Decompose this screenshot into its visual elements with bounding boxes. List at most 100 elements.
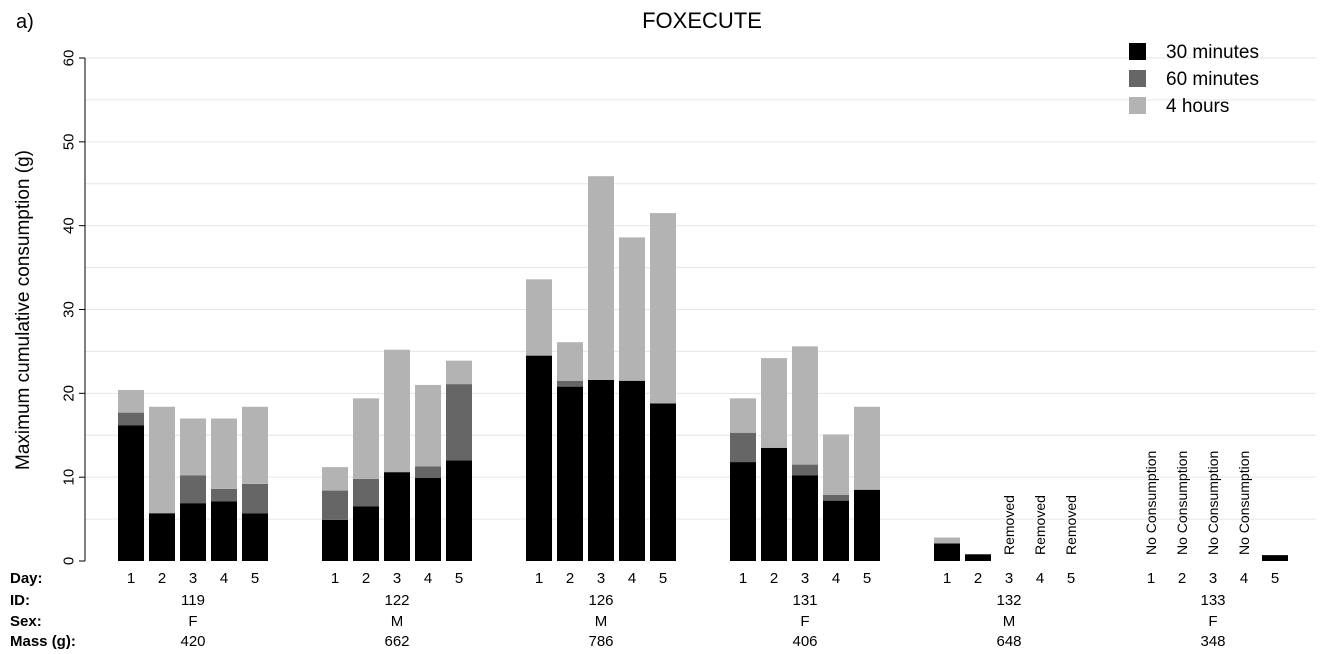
bar-segment: [415, 384, 441, 467]
bar-segment: [242, 483, 268, 514]
day-label: 1: [331, 570, 339, 587]
mass-label: 786: [588, 633, 613, 650]
bar-segment: [118, 412, 144, 426]
day-label: 5: [659, 570, 667, 587]
y-tick-label: 50: [61, 133, 78, 150]
sex-label: M: [391, 613, 404, 630]
bar-segment: [118, 425, 144, 561]
day-label: 3: [1209, 570, 1217, 587]
bar-segment: [415, 478, 441, 561]
bar-segment: [242, 406, 268, 484]
bar-segment: [526, 279, 552, 356]
bar-segment: [557, 380, 583, 387]
bar-annotation: Removed: [1032, 495, 1048, 555]
id-label: 119: [181, 592, 205, 609]
y-tick-label: 60: [61, 50, 78, 67]
day-label: 1: [943, 570, 951, 587]
y-tick-label: 30: [61, 301, 78, 318]
bar-segment: [242, 513, 268, 561]
bar-segment: [854, 489, 880, 561]
sex-label: M: [1003, 613, 1016, 630]
bar-segment: [730, 462, 756, 561]
bar-segment: [792, 475, 818, 561]
bar-segment: [353, 506, 379, 561]
gridlines: [85, 57, 1316, 520]
day-label: 4: [832, 570, 840, 587]
bar-segment: [446, 384, 472, 461]
row-label-day: Day:: [10, 570, 43, 587]
bar-segment: [557, 386, 583, 561]
bar-segment: [557, 342, 583, 381]
bar-segment: [446, 460, 472, 561]
day-label: 2: [566, 570, 574, 587]
day-label: 4: [424, 570, 432, 587]
y-tick-label: 20: [61, 385, 78, 402]
mass-label: 420: [180, 633, 205, 650]
bar-segment: [1262, 555, 1288, 561]
bar-segment: [730, 398, 756, 433]
sex-label: M: [595, 613, 608, 630]
bar-segment: [384, 472, 410, 561]
bar-segment: [965, 554, 991, 561]
bar-segment: [934, 543, 960, 561]
day-label: 3: [801, 570, 809, 587]
y-tick-label: 40: [61, 217, 78, 234]
bar-segment: [211, 418, 237, 489]
bar-segment: [823, 500, 849, 561]
bar-segment: [823, 494, 849, 501]
bar-annotation: No Consumption: [1143, 451, 1159, 555]
day-label: 1: [127, 570, 135, 587]
bar-annotation: No Consumption: [1205, 451, 1221, 555]
day-label: 5: [455, 570, 463, 587]
day-label: 3: [393, 570, 401, 587]
day-label: 1: [535, 570, 543, 587]
day-label: 4: [1036, 570, 1044, 587]
id-label: 126: [588, 592, 613, 609]
day-label: 4: [628, 570, 636, 587]
legend-swatch: [1129, 70, 1146, 87]
bar-annotation: No Consumption: [1174, 451, 1190, 555]
bar-segment: [322, 467, 348, 491]
bar-segment: [588, 176, 614, 380]
day-label: 5: [1271, 570, 1279, 587]
mass-label: 648: [996, 633, 1021, 650]
bars: Removed Removed Removed No Consumption No Co…: [118, 176, 1288, 561]
bar-segment: [934, 537, 960, 544]
mass-label: 662: [384, 633, 409, 650]
bar-annotation: Removed: [1063, 495, 1079, 555]
bar-segment: [415, 466, 441, 479]
day-label: 5: [863, 570, 871, 587]
day-label: 2: [1178, 570, 1186, 587]
bar-segment: [149, 513, 175, 561]
chart-title: FOXECUTE: [642, 8, 762, 33]
legend: 30 minutes 60 minutes 4 hours: [1129, 42, 1259, 117]
panel-label: a): [16, 11, 34, 33]
bar-segment: [761, 358, 787, 448]
bar-segment: [823, 434, 849, 495]
bar-segment: [180, 503, 206, 561]
bar-annotation: Removed: [1001, 495, 1017, 555]
legend-swatch: [1129, 97, 1146, 114]
y-axis: 0 10 20 30 40 50 60: [61, 50, 86, 565]
bar-segment: [384, 349, 410, 473]
bar-segment: [353, 478, 379, 507]
bar-segment: [446, 360, 472, 385]
day-label: 1: [739, 570, 747, 587]
bar-segment: [149, 406, 175, 514]
bar-segment: [322, 519, 348, 561]
bar-segment: [211, 488, 237, 502]
row-label-id: ID:: [10, 592, 30, 609]
y-tick-label: 10: [61, 469, 78, 486]
day-label: 4: [1240, 570, 1248, 587]
bar-segment: [792, 464, 818, 476]
bar-segment: [180, 475, 206, 504]
legend-swatch: [1129, 43, 1146, 60]
bar-segment: [118, 389, 144, 413]
sex-label: F: [800, 613, 809, 630]
day-label: 5: [1067, 570, 1075, 587]
bar-segment: [792, 346, 818, 465]
day-label: 5: [251, 570, 259, 587]
bar-segment: [650, 213, 676, 404]
